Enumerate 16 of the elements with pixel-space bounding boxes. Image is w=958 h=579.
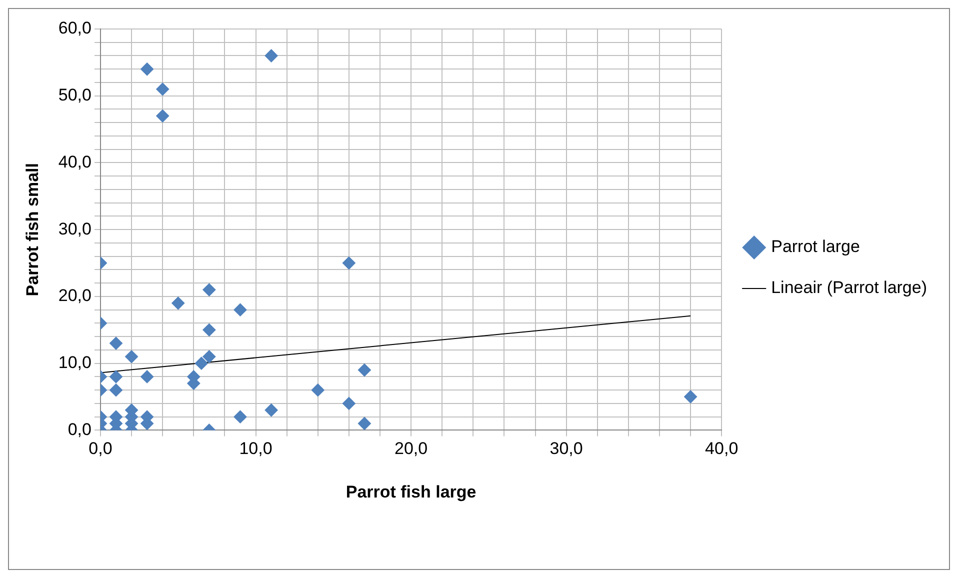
y-axis-title: Parrot fish small (22, 162, 42, 296)
legend-label: Lineair (Parrot large) (771, 278, 928, 298)
x-tick-label: 30,0 (550, 439, 583, 458)
y-tick-label: 50,0 (58, 86, 92, 105)
y-tick-label: 10,0 (58, 353, 92, 372)
x-tick-label: 0,0 (88, 439, 112, 458)
x-axis-title: Parrot fish large (346, 482, 476, 502)
y-tick-label: 0,0 (68, 420, 92, 439)
y-tick-label: 30,0 (58, 219, 92, 238)
x-tick-label: 20,0 (394, 439, 428, 458)
y-tick-label: 20,0 (58, 286, 92, 306)
x-tick-label: 40,0 (705, 439, 738, 458)
legend-label: Parrot large (771, 237, 860, 256)
y-tick-label: 40,0 (58, 152, 92, 172)
x-tick-label: 10,0 (239, 439, 272, 458)
y-tick-label: 60,0 (58, 18, 92, 38)
